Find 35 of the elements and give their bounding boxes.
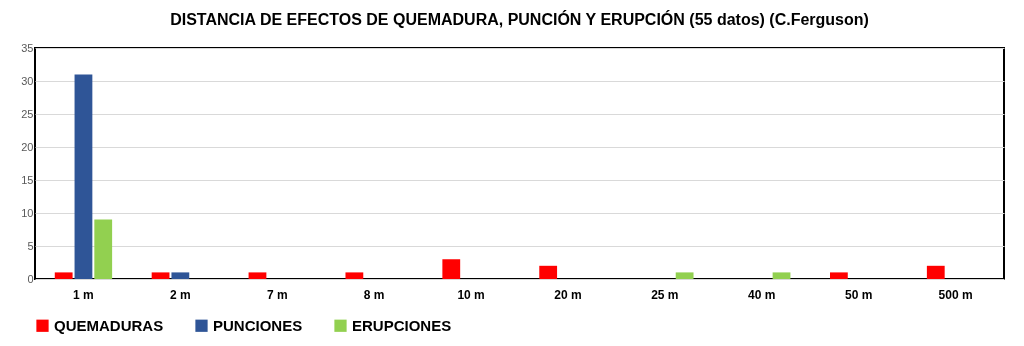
- y-tick-label: 25: [21, 107, 34, 120]
- bar: [345, 272, 364, 279]
- bar: [926, 265, 945, 279]
- x-tick-label: 20 m: [554, 287, 582, 302]
- x-tick-label: 50 m: [844, 287, 873, 302]
- x-tick-label: 1 m: [73, 287, 94, 302]
- legend-label: QUEMADURAS: [54, 316, 164, 334]
- y-tick-label: 5: [27, 239, 34, 252]
- x-tick-label: 2 m: [170, 287, 191, 302]
- bar: [539, 265, 558, 279]
- y-tick-label: 15: [21, 173, 34, 186]
- bar: [675, 272, 694, 279]
- x-tick-label: 500 m: [938, 287, 973, 302]
- x-tick-label: 7 m: [266, 287, 288, 302]
- x-tick-label: 8 m: [363, 287, 385, 302]
- legend-label: PUNCIONES: [213, 316, 303, 334]
- bar: [829, 272, 848, 279]
- bar: [772, 272, 791, 279]
- y-tick-label: 35: [21, 41, 34, 54]
- bar: [74, 74, 93, 279]
- x-tick-label: 10 m: [457, 287, 485, 302]
- y-tick-label: 20: [21, 140, 34, 153]
- y-tick-label: 10: [21, 206, 34, 219]
- x-tick-label: 25 m: [651, 287, 679, 302]
- bar: [171, 272, 190, 279]
- legend-label: ERUPCIONES: [352, 316, 452, 334]
- y-tick-label: 0: [27, 272, 34, 285]
- bar: [94, 219, 113, 279]
- bar: [248, 272, 267, 279]
- bar: [54, 272, 73, 279]
- x-tick-label: 40 m: [748, 287, 776, 302]
- bar: [151, 272, 170, 279]
- bar: [442, 259, 461, 279]
- chart-title: DISTANCIA DE EFECTOS DE QUEMADURA, PUNCIÓN Y ERUPCIÓN (55 datos) (C.Ferguson): [170, 10, 869, 28]
- y-tick-label: 30: [21, 74, 34, 87]
